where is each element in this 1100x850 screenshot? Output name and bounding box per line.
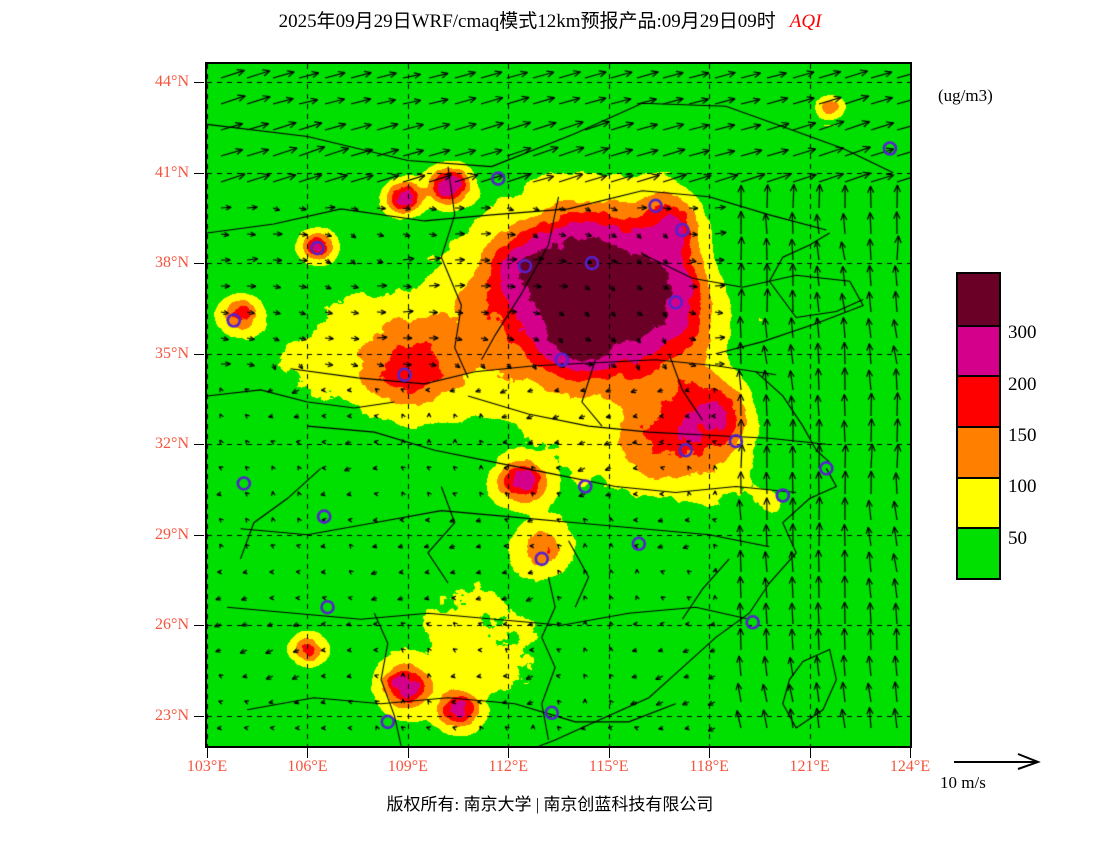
- aqi-contour-canvas: [207, 64, 910, 746]
- x-axis-tick-label: 118°E: [689, 758, 729, 775]
- colorbar-tick-label: 100: [1008, 476, 1037, 498]
- y-axis-tick-label: 32°N: [155, 435, 189, 453]
- y-axis-tick-label: 41°N: [155, 163, 189, 181]
- colorbar-band: [958, 324, 999, 376]
- y-axis-tick-label: 23°N: [155, 706, 189, 724]
- colorbar-band: [958, 274, 999, 325]
- y-axis-tick-mark: [194, 444, 204, 446]
- y-axis-tick-mark: [194, 534, 204, 536]
- x-axis-tick-label: 121°E: [789, 758, 830, 775]
- x-axis-tick-mark: [508, 748, 510, 758]
- x-axis-tick-mark: [809, 748, 811, 758]
- right-arrow-icon: [954, 753, 1041, 770]
- x-axis-tick-mark: [608, 748, 610, 758]
- x-axis-tick-label: 115°E: [588, 758, 629, 775]
- colorbar-band: [958, 527, 999, 578]
- colorbar-band: [958, 425, 999, 477]
- colorbar-tick-label: 300: [1008, 322, 1037, 344]
- map-plot-area[interactable]: [205, 62, 912, 748]
- colorbar[interactable]: [956, 272, 1001, 580]
- colorbar-band: [958, 476, 999, 528]
- x-axis-tick-label: 109°E: [387, 758, 428, 775]
- copyright-footer: 版权所有: 南京大学 | 南京创蓝科技有限公司: [386, 795, 714, 814]
- colorbar-tick-label: 50: [1008, 527, 1027, 549]
- title-text: 2025年09月29日WRF/cmaq模式12km预报产品:09月29日09时: [278, 11, 776, 32]
- y-axis-tick-mark: [194, 715, 204, 717]
- y-axis-tick-label: 44°N: [155, 73, 189, 91]
- x-axis-tick-mark: [910, 748, 911, 758]
- x-axis-tick-mark: [407, 748, 409, 758]
- y-axis-tick-mark: [194, 353, 204, 355]
- y-axis-tick-mark: [194, 625, 204, 627]
- y-axis-tick-mark: [194, 82, 204, 84]
- x-axis-tick-mark: [709, 748, 711, 758]
- x-axis-tick-label: 103°E: [186, 758, 228, 775]
- y-axis-tick-mark: [194, 172, 204, 174]
- colorbar-tick-label: 200: [1008, 373, 1037, 395]
- colorbar-band: [958, 375, 999, 426]
- y-axis-tick-mark: [194, 263, 204, 265]
- y-axis-tick-label: 35°N: [155, 344, 189, 362]
- title-variable: AQI: [789, 11, 822, 32]
- y-axis-tick-label: 26°N: [155, 616, 189, 634]
- x-axis-tick-label: 106°E: [287, 758, 328, 775]
- x-axis-tick-mark: [307, 748, 309, 758]
- wind-scale-key: 10 m/s: [940, 752, 1090, 793]
- y-axis-tick-label: 38°N: [155, 254, 189, 272]
- colorbar-units-label: (ug/m3): [938, 86, 993, 105]
- x-axis-tick-label: 112°E: [488, 758, 529, 775]
- y-axis-tick-label: 29°N: [155, 525, 189, 543]
- colorbar-tick-label: 150: [1008, 425, 1037, 446]
- x-axis-tick-label: 124°E: [889, 758, 931, 775]
- wind-scale-label: 10 m/s: [940, 773, 986, 792]
- page-title: 2025年09月29日WRF/cmaq模式12km预报产品:09月29日09时 A…: [0, 6, 1100, 33]
- x-axis-tick-mark: [207, 748, 208, 758]
